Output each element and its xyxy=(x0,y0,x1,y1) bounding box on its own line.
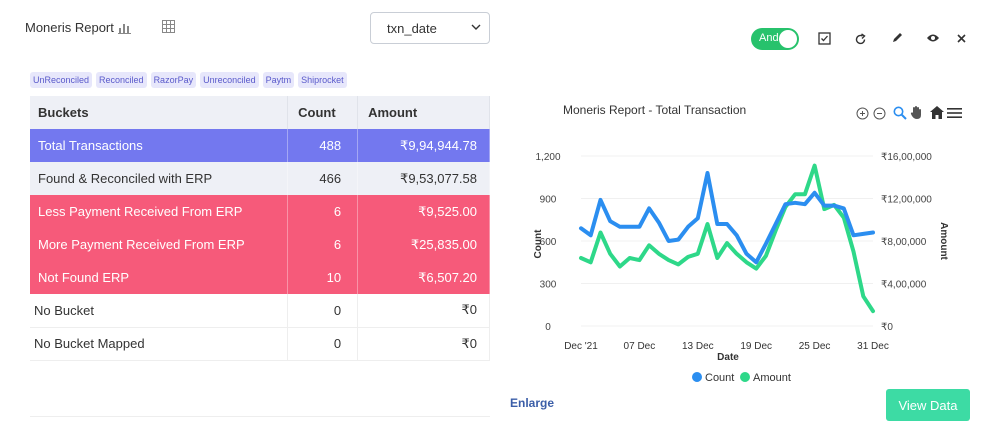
bucket-count: 10 xyxy=(287,261,359,294)
series-line-count[interactable] xyxy=(579,171,875,265)
and-or-toggle[interactable]: And xyxy=(751,28,799,50)
y-right-tick-label: ₹16,00,000 xyxy=(881,152,932,163)
legend-amount-label[interactable]: Amount xyxy=(753,372,791,384)
home-reset-icon[interactable] xyxy=(930,106,944,119)
bucket-amount: ₹0 xyxy=(357,294,490,328)
legend-amount-marker[interactable] xyxy=(740,372,750,382)
header-amount: Amount xyxy=(357,96,490,129)
y-right-tick-label: ₹12,00,000 xyxy=(881,195,932,206)
chip-paytm[interactable]: Paytm xyxy=(262,72,295,88)
bucket-count: 488 xyxy=(287,129,359,162)
chip-razorpay[interactable]: RazorPay xyxy=(150,72,197,88)
bucket-count: 0 xyxy=(287,294,359,328)
enlarge-link[interactable]: Enlarge xyxy=(510,396,555,410)
y-left-tick-label: 0 xyxy=(545,322,551,333)
x-tick-label: 13 Dec xyxy=(682,341,714,352)
legend-count-label[interactable]: Count xyxy=(705,372,734,384)
bucket-count: 6 xyxy=(287,195,359,228)
bucket-count: 6 xyxy=(287,228,359,261)
buckets-table: Buckets Count Amount Total Transactions … xyxy=(30,96,490,361)
chip-reconciled[interactable]: Reconciled xyxy=(96,72,147,88)
chip-unreconciled[interactable]: UnReconciled xyxy=(30,72,93,88)
bucket-name: Less Payment Received From ERP xyxy=(30,195,289,228)
chart-legend: Count Amount xyxy=(692,372,791,384)
x-tick-label: 19 Dec xyxy=(740,341,772,352)
eye-icon[interactable] xyxy=(926,33,940,43)
bucket-amount: ₹9,525.00 xyxy=(357,195,490,228)
y-right-tick-label: ₹0 xyxy=(881,322,893,333)
bucket-name: Found & Reconciled with ERP xyxy=(30,162,289,195)
chart-title: Moneris Report - Total Transaction xyxy=(563,103,747,117)
bucket-amount: ₹9,94,944.78 xyxy=(357,129,490,162)
legend-count-marker[interactable] xyxy=(692,372,702,382)
refresh-icon[interactable] xyxy=(854,33,867,46)
table-footer-divider xyxy=(30,416,490,436)
date-field-select[interactable]: txn_date xyxy=(370,12,490,44)
y-left-tick-label: 900 xyxy=(540,195,557,206)
zoom-out-icon[interactable] xyxy=(873,107,886,120)
x-tick-label: 31 Dec xyxy=(857,341,889,352)
toggle-knob xyxy=(779,30,797,48)
y-axis-label-right: Amount xyxy=(938,222,949,260)
toggle-label: And xyxy=(759,32,779,44)
close-icon[interactable] xyxy=(957,34,966,43)
x-tick-label: Dec '21 xyxy=(564,341,598,352)
menu-hamburger-icon[interactable] xyxy=(947,107,962,119)
table-row[interactable]: More Payment Received From ERP 6 ₹25,835… xyxy=(30,228,490,261)
y-left-tick-label: 300 xyxy=(540,280,557,291)
x-tick-label: 07 Dec xyxy=(624,341,656,352)
chip-unreconciled-2[interactable]: Unreconciled xyxy=(200,72,259,88)
series-line-amount[interactable] xyxy=(579,163,875,314)
zoom-in-icon[interactable] xyxy=(856,107,869,120)
x-axis-label: Date xyxy=(717,352,739,363)
table-icon[interactable] xyxy=(162,20,175,33)
bucket-name: Not Found ERP xyxy=(30,261,289,294)
bucket-name: Total Transactions xyxy=(30,129,289,162)
table-row[interactable]: Total Transactions 488 ₹9,94,944.78 xyxy=(30,129,490,162)
bucket-count: 0 xyxy=(287,327,359,361)
y-axis-label-left: Count xyxy=(533,229,544,259)
chip-shiprocket[interactable]: Shiprocket xyxy=(298,72,347,88)
table-row[interactable]: Less Payment Received From ERP 6 ₹9,525.… xyxy=(30,195,490,228)
report-title: Moneris Report xyxy=(25,20,114,35)
table-row[interactable]: Not Found ERP 10 ₹6,507.20 xyxy=(30,261,490,294)
header-count: Count xyxy=(287,96,359,129)
table-header-row: Buckets Count Amount xyxy=(30,96,490,129)
chevron-down-icon xyxy=(471,24,481,30)
table-row[interactable]: No Bucket 0 ₹0 xyxy=(30,294,490,328)
bucket-amount: ₹6,507.20 xyxy=(357,261,490,294)
edit-pencil-icon[interactable] xyxy=(891,32,903,44)
header-buckets: Buckets xyxy=(30,96,289,129)
zoom-selection-icon[interactable] xyxy=(893,106,907,120)
bucket-name: No Bucket xyxy=(30,294,289,328)
bucket-count: 466 xyxy=(287,162,359,195)
y-left-tick-label: 1,200 xyxy=(535,152,560,163)
select-value: txn_date xyxy=(387,20,437,36)
checkbox-icon[interactable] xyxy=(818,32,831,45)
pan-hand-icon[interactable] xyxy=(910,105,924,120)
y-left-tick-label: 600 xyxy=(540,237,557,248)
bar-chart-icon[interactable] xyxy=(118,20,132,34)
y-right-tick-label: ₹4,00,000 xyxy=(881,280,927,291)
table-row[interactable]: No Bucket Mapped 0 ₹0 xyxy=(30,327,490,361)
bucket-amount: ₹9,53,077.58 xyxy=(357,162,490,195)
bucket-amount: ₹25,835.00 xyxy=(357,228,490,261)
bucket-amount: ₹0 xyxy=(357,327,490,361)
line-chart: 1,200 900 600 300 0 ₹16,00,000 ₹12,00,000 ₹8,0… xyxy=(533,152,949,384)
view-data-button[interactable]: View Data xyxy=(886,389,970,421)
status-chips: UnReconciled Reconciled RazorPay Unrecon… xyxy=(30,72,347,88)
table-row[interactable]: Found & Reconciled with ERP 466 ₹9,53,07… xyxy=(30,162,490,195)
bucket-name: No Bucket Mapped xyxy=(30,327,289,361)
bucket-name: More Payment Received From ERP xyxy=(30,228,289,261)
x-tick-label: 25 Dec xyxy=(799,341,831,352)
y-right-tick-label: ₹8,00,000 xyxy=(881,237,927,248)
